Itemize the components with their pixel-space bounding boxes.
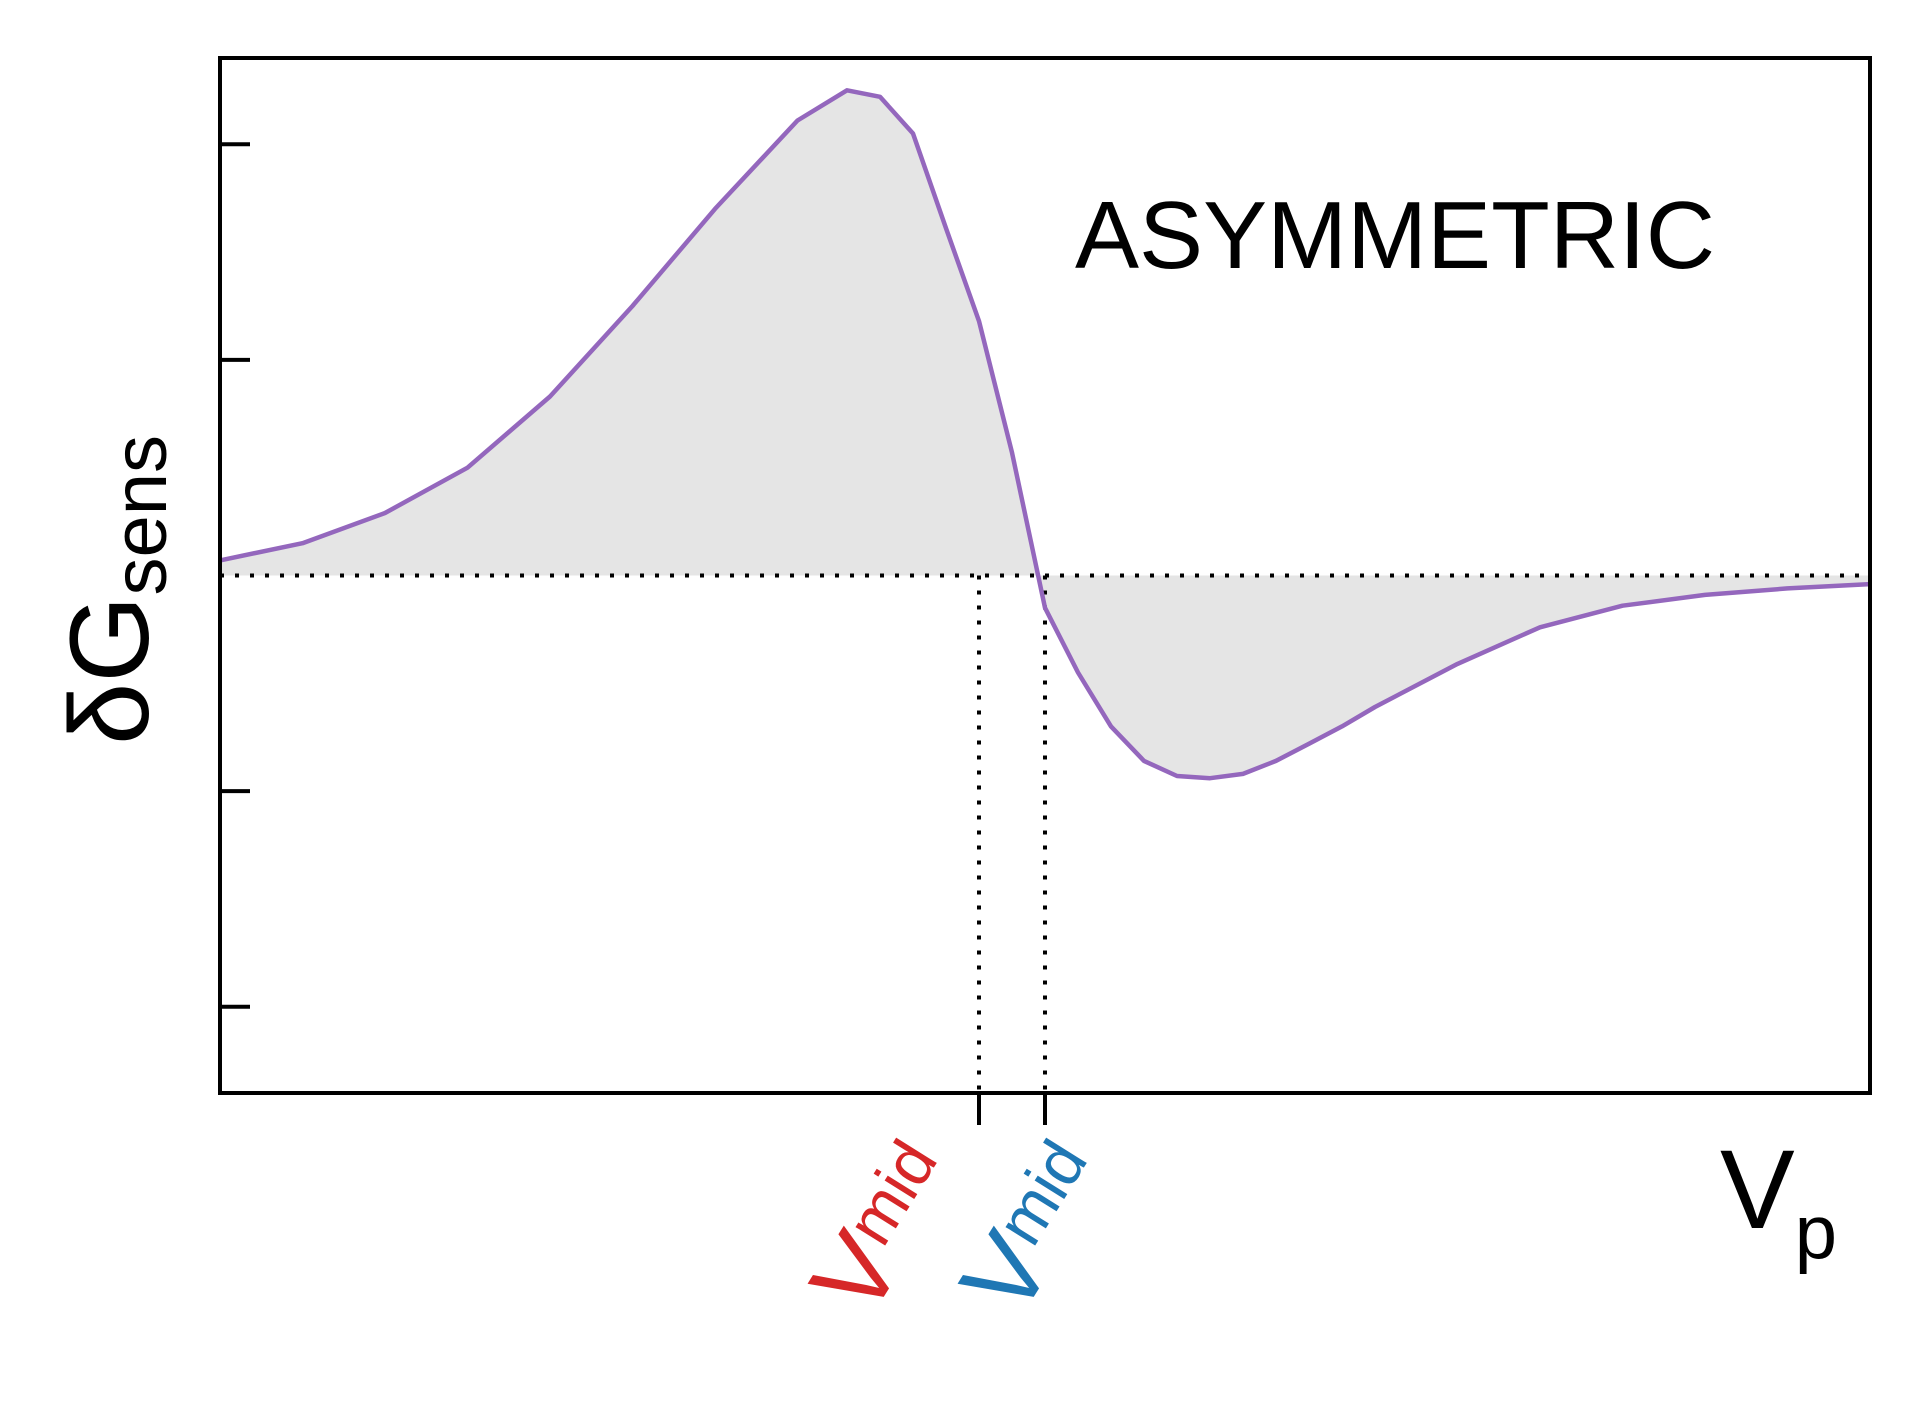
series-line <box>219 88 1871 781</box>
y-axis-label-main: δG <box>47 596 172 745</box>
y-axis-label: δGsens <box>47 435 183 745</box>
series-fill-area <box>220 90 1870 779</box>
vmid-blue-label: Vmid <box>939 1124 1130 1335</box>
plot-area <box>219 88 1871 1093</box>
y-axis-label-sub: sens <box>98 435 183 596</box>
y-axis-ticks <box>220 142 250 1009</box>
chart-annotation: ASYMMETRIC <box>1075 182 1715 289</box>
vmid-red-label: Vmid <box>789 1124 980 1335</box>
x-axis-label-sub: p <box>1795 1190 1837 1275</box>
x-axis-label-main: V <box>1720 1127 1795 1252</box>
x-axis-ticks <box>977 1093 1047 1125</box>
x-axis-label: Vp <box>1720 1127 1837 1275</box>
